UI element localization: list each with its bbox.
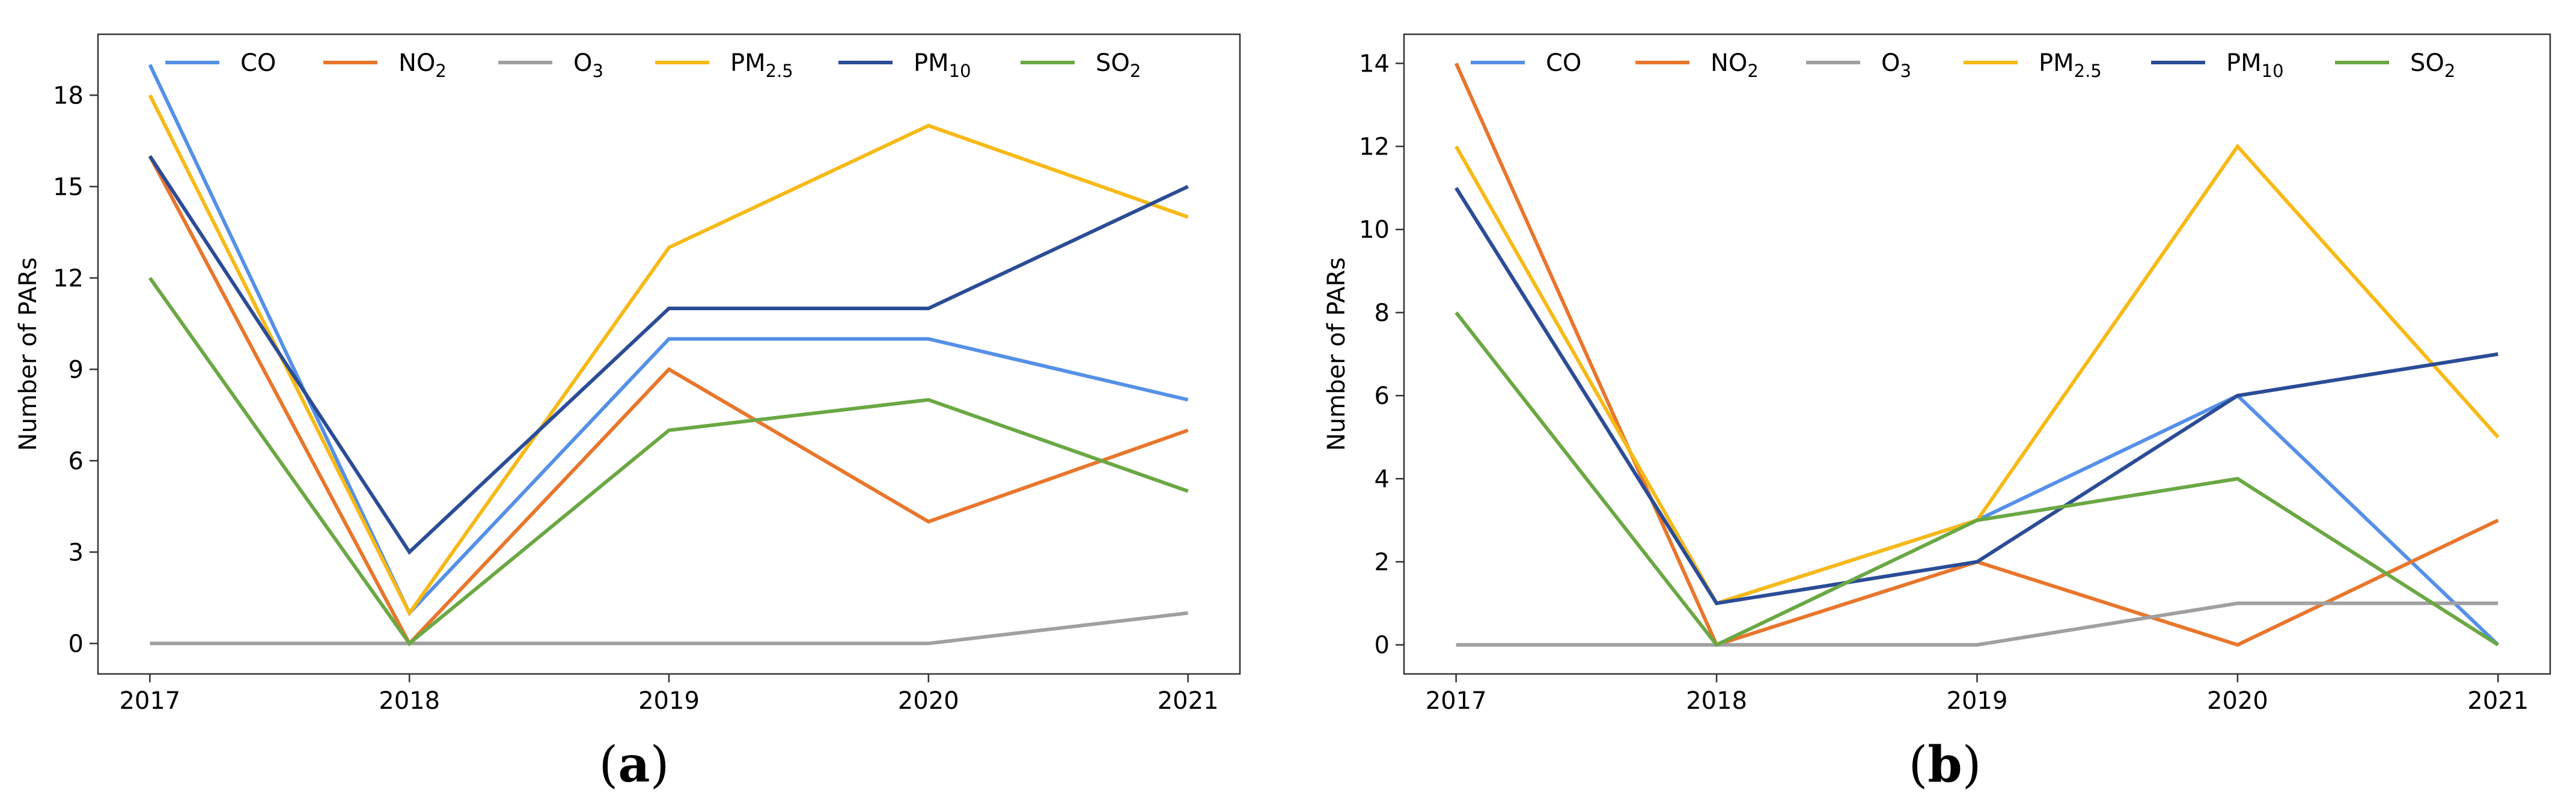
x-tick-label: 2018 — [1686, 687, 1747, 715]
y-tick-label: 2 — [1375, 548, 1390, 576]
legend-item-no2: NO2 — [1635, 49, 1759, 81]
y-axis-title: Number of PARs — [1323, 257, 1351, 451]
legend-item-co: CO — [165, 49, 276, 77]
series-line-pm25 — [148, 94, 1189, 617]
legend-label: SO2 — [1096, 49, 1141, 81]
y-tick-label: 0 — [69, 630, 84, 658]
legend-item-co: CO — [1471, 49, 1581, 77]
x-tick-label: 2021 — [1158, 687, 1219, 715]
legend-item-o3: O3 — [1806, 49, 1911, 81]
series-line-o3 — [150, 611, 1188, 646]
legend-label: PM2.5 — [730, 49, 793, 81]
x-tick-label: 2017 — [119, 687, 180, 715]
legend-item-so2: SO2 — [2335, 49, 2455, 81]
series-line-co — [148, 64, 1189, 616]
chart-panel-a: 0 3 6 9 12 15 18 2017 2018 2019 2020 2021 Number of … — [14, 33, 1241, 794]
x-tick-label: 2020 — [898, 687, 959, 715]
x-tick-label: 2020 — [2207, 687, 2268, 715]
y-tick-label: 8 — [1375, 299, 1390, 327]
y-tick-label: 6 — [1375, 382, 1390, 410]
series-line-pm10 — [1454, 187, 2498, 605]
legend-item-pm10: PM10 — [2151, 49, 2284, 81]
chart-panel-b: 0 2 4 6 8 10 12 14 2017 2018 2019 2020 2021 Number of… — [1323, 33, 2551, 794]
y-tick-label: 0 — [1375, 632, 1390, 660]
panel-label: (a) — [599, 736, 669, 794]
series-line-o3 — [1456, 601, 2498, 647]
legend-label: PM10 — [914, 49, 971, 81]
y-tick-label: 9 — [69, 356, 84, 384]
legend-item-pm25: PM2.5 — [655, 49, 793, 81]
y-tick-label: 15 — [53, 173, 84, 201]
legend-label: PM10 — [2226, 49, 2284, 81]
legend-label: PM2.5 — [2039, 49, 2102, 81]
y-tick-label: 18 — [53, 82, 84, 109]
y-tick-label: 14 — [1359, 50, 1390, 78]
y-tick-label: 6 — [69, 447, 84, 475]
legend-item-pm25: PM2.5 — [1964, 49, 2102, 81]
panel-label: (b) — [1908, 736, 1981, 794]
y-tick-label: 10 — [1359, 216, 1390, 244]
y-tick-label: 4 — [1375, 465, 1390, 493]
legend-label: NO2 — [398, 49, 447, 81]
legend-item-pm10: PM10 — [838, 49, 971, 81]
legend-label: NO2 — [1711, 49, 1759, 81]
series-line-pm10 — [148, 155, 1189, 555]
y-tick-label: 12 — [1359, 133, 1390, 161]
x-tick-label: 2019 — [1947, 687, 2008, 715]
series-line-so2 — [148, 277, 1189, 646]
legend-item-no2: NO2 — [323, 49, 447, 81]
legend-label: O3 — [1881, 49, 1911, 81]
x-tick-label: 2019 — [638, 687, 700, 715]
legend-label: CO — [1546, 49, 1581, 77]
legend-label: O3 — [573, 49, 603, 81]
x-tick-label: 2017 — [1426, 687, 1487, 715]
x-tick-label: 2021 — [2467, 687, 2529, 715]
legend-item-so2: SO2 — [1021, 49, 1141, 81]
y-axis-title: Number of PARs — [14, 257, 42, 451]
legend-label: CO — [240, 49, 276, 77]
legend-item-o3: O3 — [498, 49, 603, 81]
y-tick-label: 12 — [53, 265, 84, 292]
series-line-so2 — [1454, 311, 2499, 647]
y-tick-label: 3 — [69, 539, 84, 566]
x-tick-label: 2018 — [379, 687, 440, 715]
legend-label: SO2 — [2410, 49, 2455, 81]
series-line-no2 — [148, 155, 1189, 647]
